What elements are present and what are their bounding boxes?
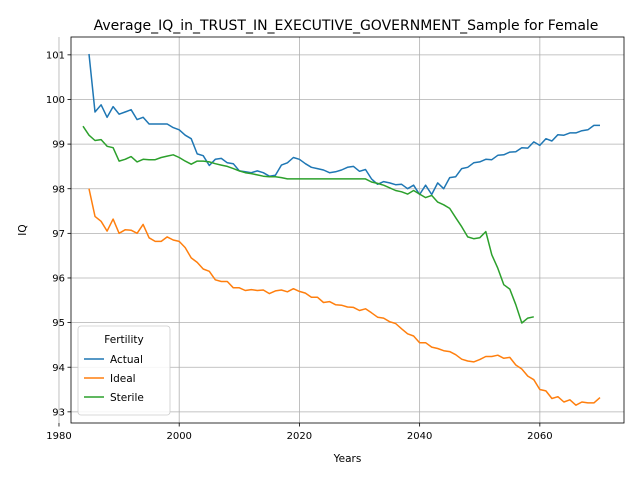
series-line-ideal: [88, 188, 601, 406]
legend-box: [77, 325, 171, 416]
legend-label-sterile: Sterile: [110, 392, 144, 404]
y-tick-label: 93: [52, 407, 65, 418]
x-tick-label: 2040: [407, 431, 432, 442]
x-axis-label: Years: [333, 453, 362, 465]
legend-label-ideal: Ideal: [110, 373, 136, 385]
x-tick-label: 1980: [46, 431, 71, 442]
y-tick-label: 96: [52, 274, 65, 285]
y-tick-label: 99: [52, 140, 65, 151]
x-tick-label: 2020: [287, 431, 312, 442]
x-axis: 1980 2000 2020 2040 2060: [46, 423, 553, 442]
y-tick-label: 95: [52, 318, 65, 329]
y-axis-label: IQ: [17, 224, 29, 235]
series-line-sterile: [82, 125, 534, 324]
y-tick-label: 97: [52, 229, 65, 240]
y-tick-label: 98: [52, 184, 65, 195]
y-axis: 93 94 95 96 97 98 99 100 101: [46, 50, 71, 418]
y-tick-label: 100: [46, 95, 65, 106]
chart-title: Average_IQ_in_TRUST_IN_EXECUTIVE_GOVERNM…: [94, 18, 599, 34]
grid: [58, 37, 624, 423]
y-tick-label: 94: [52, 363, 65, 374]
series-lines: [82, 53, 601, 406]
series-line-actual: [88, 53, 600, 196]
legend-label-actual: Actual: [110, 354, 143, 366]
y-tick-label: 101: [46, 50, 65, 61]
plot-frame: [70, 36, 625, 424]
x-tick-label: 2060: [527, 431, 552, 442]
x-tick-label: 2000: [166, 431, 191, 442]
legend-title: Fertility: [104, 334, 143, 346]
legend: Fertility Actual Ideal Sterile: [77, 325, 171, 416]
